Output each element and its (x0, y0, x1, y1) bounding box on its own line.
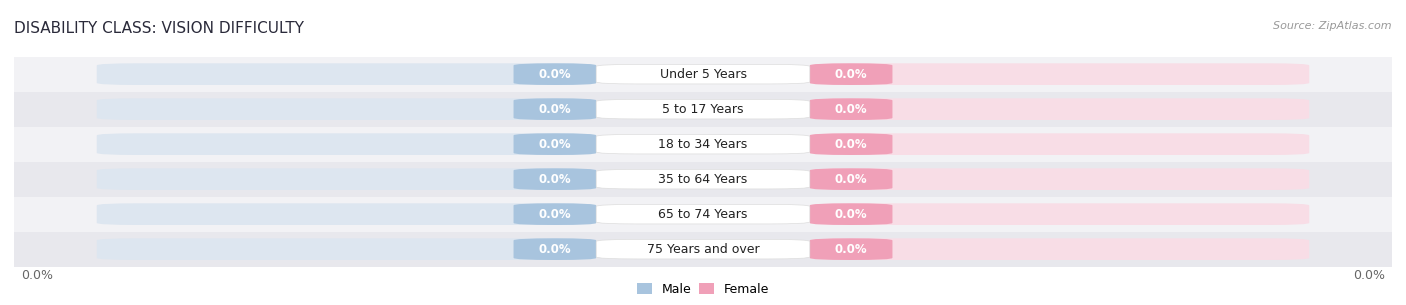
Text: 0.0%: 0.0% (835, 103, 868, 116)
FancyBboxPatch shape (810, 203, 893, 225)
Text: 0.0%: 0.0% (538, 243, 571, 256)
FancyBboxPatch shape (97, 203, 596, 225)
Bar (14, 162, 1392, 197)
Text: 0.0%: 0.0% (538, 103, 571, 116)
Text: 0.0%: 0.0% (1353, 269, 1385, 282)
FancyBboxPatch shape (810, 98, 1309, 120)
Text: 0.0%: 0.0% (835, 68, 868, 81)
Legend: Male, Female: Male, Female (631, 278, 775, 301)
FancyBboxPatch shape (513, 63, 596, 85)
FancyBboxPatch shape (97, 238, 596, 260)
Text: Source: ZipAtlas.com: Source: ZipAtlas.com (1274, 21, 1392, 31)
FancyBboxPatch shape (513, 168, 596, 190)
Bar (14, 127, 1392, 162)
FancyBboxPatch shape (810, 133, 1309, 155)
FancyBboxPatch shape (810, 133, 893, 155)
Text: 5 to 17 Years: 5 to 17 Years (662, 103, 744, 116)
FancyBboxPatch shape (596, 169, 810, 189)
FancyBboxPatch shape (97, 98, 596, 120)
Text: Under 5 Years: Under 5 Years (659, 68, 747, 81)
FancyBboxPatch shape (810, 238, 1309, 260)
FancyBboxPatch shape (513, 133, 596, 155)
FancyBboxPatch shape (596, 134, 810, 154)
Text: DISABILITY CLASS: VISION DIFFICULTY: DISABILITY CLASS: VISION DIFFICULTY (14, 21, 304, 36)
FancyBboxPatch shape (810, 98, 893, 120)
Text: 0.0%: 0.0% (835, 173, 868, 186)
Bar (14, 232, 1392, 267)
Text: 35 to 64 Years: 35 to 64 Years (658, 173, 748, 186)
Text: 0.0%: 0.0% (835, 138, 868, 151)
FancyBboxPatch shape (513, 238, 596, 260)
Text: 0.0%: 0.0% (538, 173, 571, 186)
Bar (14, 197, 1392, 232)
Text: 0.0%: 0.0% (538, 138, 571, 151)
FancyBboxPatch shape (97, 168, 596, 190)
FancyBboxPatch shape (810, 168, 893, 190)
FancyBboxPatch shape (810, 63, 1309, 85)
FancyBboxPatch shape (97, 133, 596, 155)
FancyBboxPatch shape (596, 64, 810, 84)
FancyBboxPatch shape (596, 204, 810, 224)
Text: 75 Years and over: 75 Years and over (647, 243, 759, 256)
Bar (14, 57, 1392, 92)
FancyBboxPatch shape (810, 168, 1309, 190)
FancyBboxPatch shape (513, 203, 596, 225)
Text: 0.0%: 0.0% (835, 208, 868, 221)
FancyBboxPatch shape (810, 63, 893, 85)
Bar (14, 92, 1392, 127)
Text: 65 to 74 Years: 65 to 74 Years (658, 208, 748, 221)
FancyBboxPatch shape (810, 238, 893, 260)
FancyBboxPatch shape (596, 239, 810, 259)
FancyBboxPatch shape (97, 63, 596, 85)
FancyBboxPatch shape (596, 99, 810, 119)
FancyBboxPatch shape (810, 203, 1309, 225)
Text: 0.0%: 0.0% (538, 68, 571, 81)
FancyBboxPatch shape (513, 98, 596, 120)
Text: 0.0%: 0.0% (21, 269, 53, 282)
Text: 0.0%: 0.0% (538, 208, 571, 221)
Text: 18 to 34 Years: 18 to 34 Years (658, 138, 748, 151)
Text: 0.0%: 0.0% (835, 243, 868, 256)
